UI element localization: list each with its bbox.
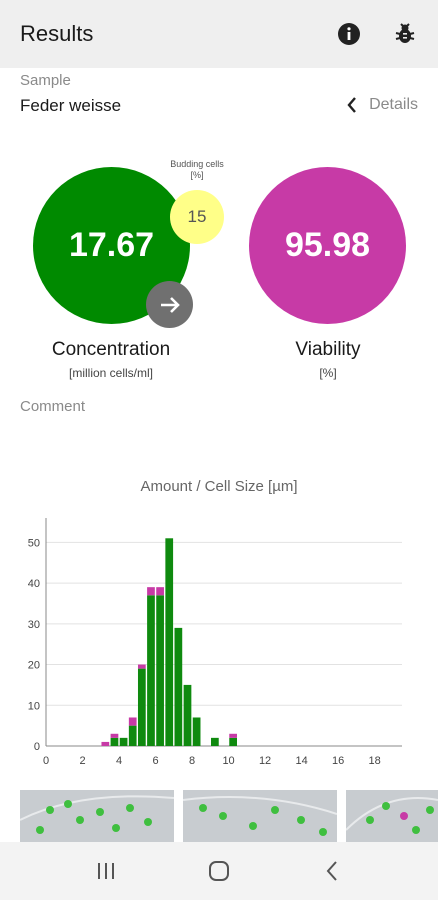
bar-magenta <box>101 741 110 746</box>
microscope-image-1[interactable] <box>20 790 174 842</box>
x-tick-label: 8 <box>189 755 195 767</box>
y-tick-label: 10 <box>28 700 40 712</box>
budding-circle: 15 <box>170 190 224 244</box>
y-tick-label: 30 <box>28 619 40 631</box>
microscope-image-2[interactable] <box>183 790 337 842</box>
budding-cells-label-text: Budding cells <box>170 159 224 169</box>
histogram-chart: 0 10 20 30 40 50 0 2 4 6 8 10 12 14 16 18 <box>28 518 402 767</box>
bar-green <box>183 684 192 746</box>
arrow-right-icon <box>160 296 180 313</box>
y-tick-label: 40 <box>28 578 40 590</box>
viability-title: Viability <box>295 339 361 360</box>
x-tick-label: 16 <box>332 755 344 767</box>
page-title: Results <box>20 21 94 46</box>
viability-unit: [%] <box>319 366 337 380</box>
concentration-title: Concentration <box>51 339 171 360</box>
budding-cells-label: Budding cells [%] <box>157 159 237 181</box>
back-icon <box>326 861 337 881</box>
viability-value: 95.98 <box>284 226 371 264</box>
bar-magenta <box>147 587 155 596</box>
recents-icon <box>98 863 115 879</box>
back-button[interactable] <box>312 851 352 891</box>
bar-green <box>211 737 219 746</box>
budding-cells-unit: [%] <box>190 170 204 180</box>
next-arrow-button[interactable] <box>146 281 193 328</box>
sample-label: Sample <box>20 72 71 89</box>
viability-circle: 95.98 <box>249 167 406 324</box>
recents-button[interactable] <box>86 851 126 891</box>
y-tick-label: 50 <box>28 537 40 549</box>
x-tick-label: 12 <box>259 755 271 767</box>
home-button[interactable] <box>199 851 239 891</box>
sample-name: Feder weisse <box>20 96 122 115</box>
details-label: Details <box>369 96 418 113</box>
bar-green <box>147 595 155 746</box>
bug-icon[interactable] <box>392 21 418 47</box>
bar-magenta <box>128 717 137 726</box>
system-nav-bar <box>0 842 438 900</box>
chevron-left-icon <box>347 97 357 113</box>
bar-magenta <box>229 733 237 738</box>
y-tick-label: 20 <box>28 660 40 672</box>
x-tick-label: 2 <box>79 755 85 767</box>
bar-green <box>137 668 146 746</box>
x-tick-label: 4 <box>116 755 122 767</box>
concentration-value: 17.67 <box>68 226 155 264</box>
x-tick-label: 10 <box>222 755 234 767</box>
bar-green <box>128 725 137 746</box>
bar-green <box>174 627 183 746</box>
bar-green <box>229 737 237 746</box>
bar-green <box>165 538 174 746</box>
concentration-unit: [million cells/ml] <box>68 366 153 380</box>
info-icon[interactable] <box>336 21 362 47</box>
bar-magenta <box>110 733 119 738</box>
bar-green <box>119 737 128 746</box>
comment-label: Comment <box>20 398 86 415</box>
budding-value: 15 <box>187 207 207 226</box>
thumbnail-strip[interactable] <box>20 790 438 842</box>
x-tick-label: 18 <box>368 755 380 767</box>
bar-magenta <box>137 664 146 669</box>
x-tick-label: 0 <box>43 755 49 767</box>
bar-green <box>110 737 119 746</box>
x-tick-label: 14 <box>295 755 307 767</box>
bar-green <box>192 717 201 746</box>
bar-green <box>156 595 164 746</box>
app-bar: Results <box>0 0 438 68</box>
details-link[interactable]: Details <box>347 96 418 114</box>
home-icon <box>208 861 229 881</box>
y-tick-label: 0 <box>34 741 40 753</box>
chart-title: Amount / Cell Size [µm] <box>140 478 298 495</box>
microscope-image-3[interactable] <box>346 790 438 842</box>
bar-magenta <box>156 587 164 596</box>
x-tick-label: 6 <box>152 755 158 767</box>
